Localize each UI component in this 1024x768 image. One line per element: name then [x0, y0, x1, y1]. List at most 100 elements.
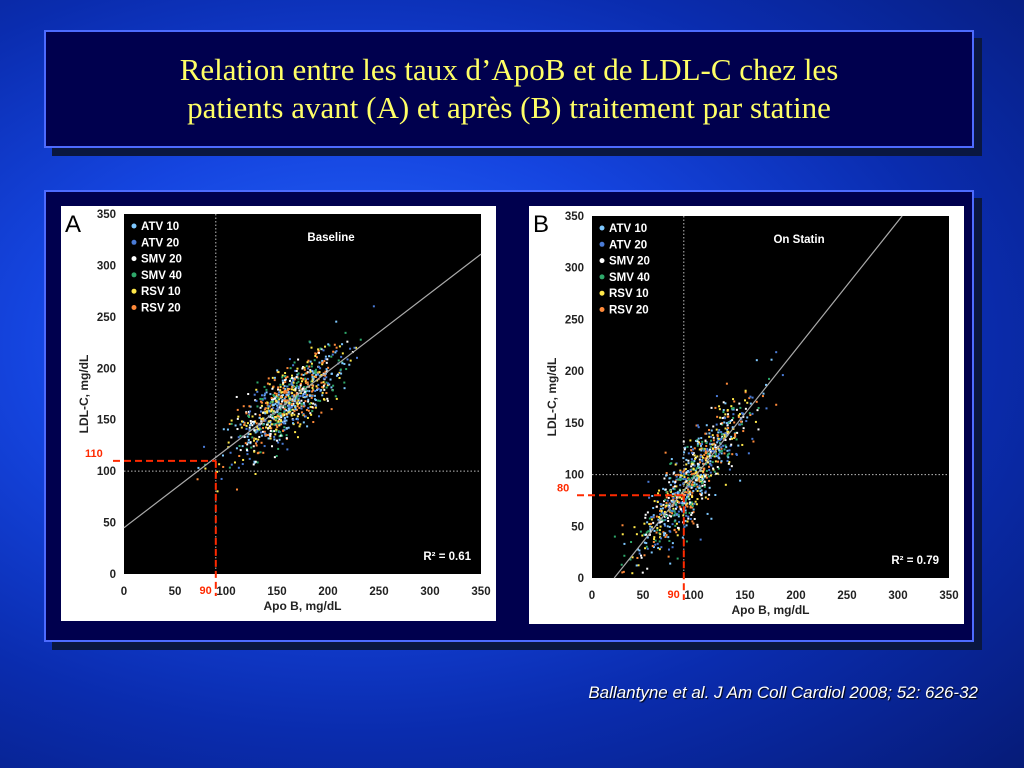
data-point: [726, 430, 729, 433]
data-point: [728, 468, 731, 471]
data-point: [245, 424, 248, 427]
data-point: [659, 525, 662, 528]
data-point: [723, 437, 726, 440]
data-point: [675, 462, 678, 465]
data-point: [279, 434, 282, 437]
data-point: [700, 493, 703, 496]
data-point: [292, 404, 295, 407]
data-point: [291, 392, 294, 395]
data-point: [688, 511, 691, 514]
data-point: [723, 435, 726, 438]
data-points: [196, 305, 375, 493]
data-point: [696, 442, 699, 445]
data-point: [267, 420, 270, 423]
data-point: [278, 418, 281, 421]
data-point: [662, 503, 665, 506]
data-point: [716, 465, 719, 468]
data-point: [290, 381, 293, 384]
data-point: [300, 373, 303, 376]
data-point: [735, 452, 738, 455]
data-point: [295, 408, 298, 411]
data-point: [335, 320, 338, 323]
data-point: [285, 412, 288, 415]
data-point: [715, 472, 718, 475]
data-point: [291, 385, 294, 388]
data-point: [723, 433, 726, 436]
data-point: [256, 452, 259, 455]
data-point: [699, 455, 702, 458]
data-point: [665, 513, 668, 516]
data-point: [695, 488, 698, 491]
data-point: [253, 393, 256, 396]
data-point: [269, 434, 272, 437]
data-point: [248, 413, 251, 416]
data-point: [279, 383, 282, 386]
data-point: [274, 402, 277, 405]
legend-label: ATV 10: [141, 221, 179, 233]
data-point: [334, 395, 337, 398]
data-point: [732, 398, 735, 401]
data-point: [326, 397, 329, 400]
data-point: [283, 429, 286, 432]
data-point: [717, 453, 720, 456]
data-point: [751, 437, 754, 440]
data-point: [263, 394, 266, 397]
data-point: [281, 421, 284, 424]
data-point: [324, 370, 327, 373]
x-tick-label: 200: [318, 586, 337, 598]
legend-marker: [599, 258, 605, 264]
data-point: [715, 423, 718, 426]
data-point: [280, 416, 283, 419]
data-point: [693, 481, 696, 484]
data-point: [675, 531, 678, 534]
data-point: [762, 392, 765, 395]
data-point: [687, 473, 690, 476]
y-tick-label: 150: [565, 418, 584, 430]
data-point: [687, 462, 690, 465]
data-point: [680, 508, 683, 511]
data-point: [272, 398, 275, 401]
data-point: [271, 387, 274, 390]
data-point: [705, 445, 708, 448]
data-point: [644, 516, 647, 519]
data-point: [689, 506, 692, 509]
data-point: [281, 442, 284, 445]
data-point: [690, 483, 693, 486]
data-point: [264, 408, 267, 411]
data-point: [684, 478, 687, 481]
data-point: [236, 417, 239, 420]
data-point: [323, 388, 326, 391]
data-point: [755, 400, 758, 403]
data-point: [705, 441, 708, 444]
y-tick-label: 350: [97, 209, 116, 221]
data-point: [256, 440, 259, 443]
data-point: [326, 384, 329, 387]
data-point: [235, 447, 238, 450]
data-point: [701, 440, 704, 443]
data-point: [286, 375, 289, 378]
data-point: [308, 394, 311, 397]
data-point: [262, 430, 265, 433]
data-point: [623, 554, 626, 557]
data-point: [658, 489, 661, 492]
data-point: [693, 484, 696, 487]
data-point: [670, 510, 673, 513]
legend: ATV 10 ATV 20 SMV 20 SMV 40 RSV 10 RSV 20: [599, 223, 650, 317]
data-point: [310, 413, 313, 416]
data-point: [650, 516, 653, 519]
data-point: [274, 433, 277, 436]
data-point: [677, 528, 680, 531]
data-point: [684, 509, 687, 512]
data-point: [665, 504, 668, 507]
data-point: [267, 377, 270, 380]
data-point: [674, 495, 677, 498]
data-point: [724, 427, 727, 430]
data-point: [742, 415, 745, 418]
data-point: [687, 452, 690, 455]
data-point: [668, 477, 671, 480]
data-point: [658, 548, 661, 551]
data-point: [322, 386, 325, 389]
data-point: [294, 408, 297, 411]
data-point: [277, 396, 280, 399]
data-point: [738, 413, 741, 416]
